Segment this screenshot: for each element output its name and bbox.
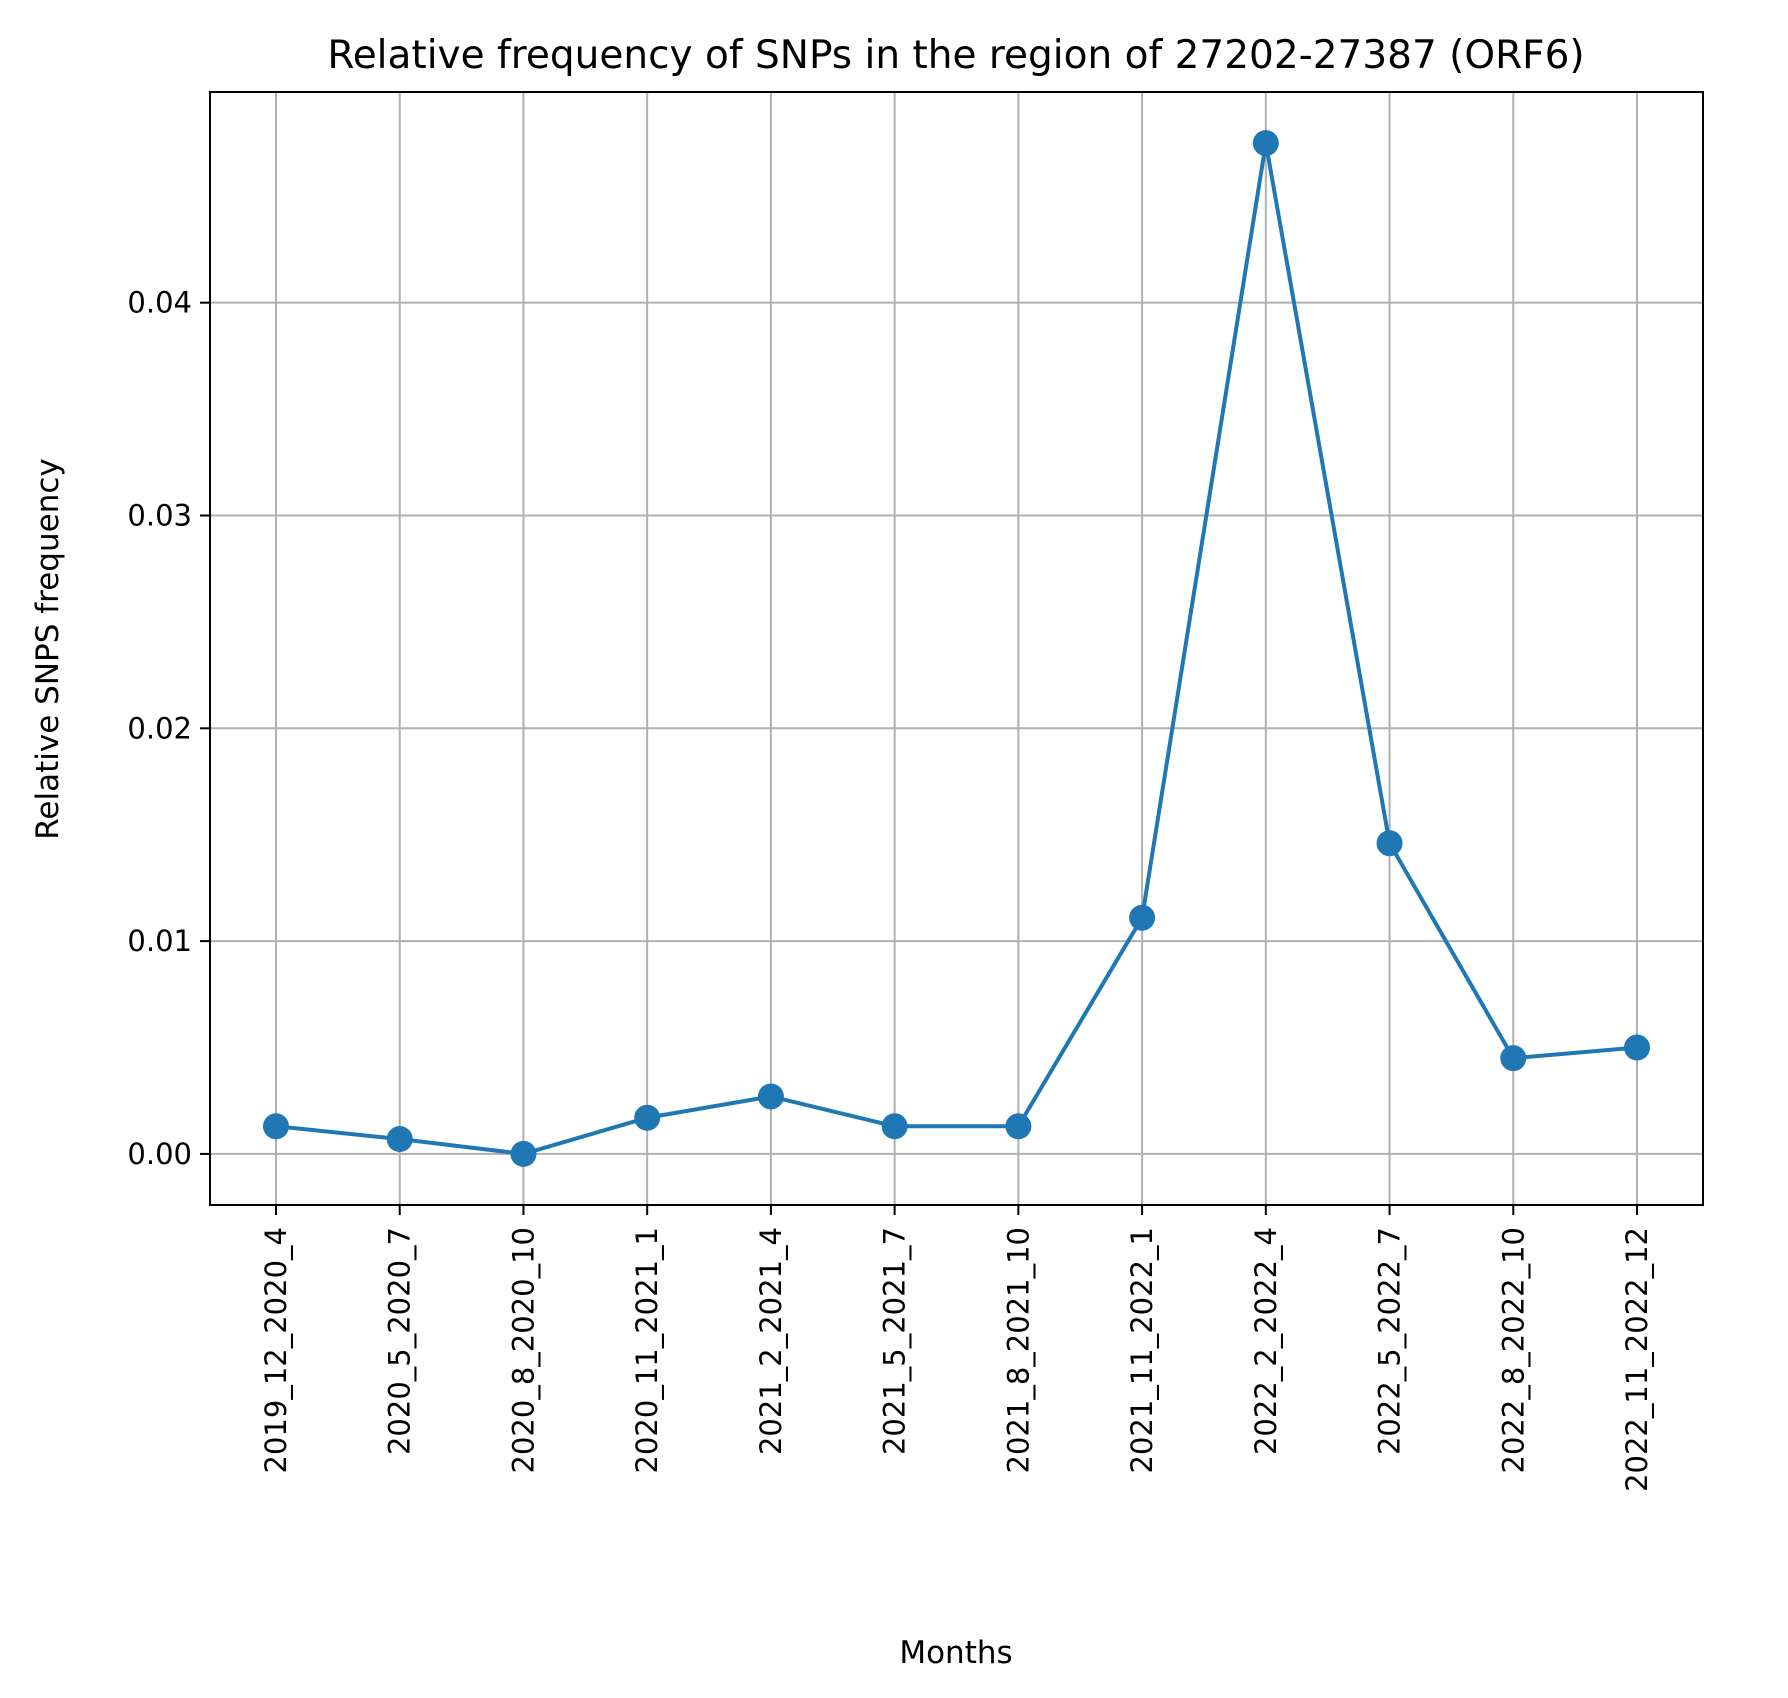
data-point bbox=[1005, 1113, 1032, 1140]
x-tick-label: 2022_5_2022_7 bbox=[1373, 1227, 1407, 1455]
data-point bbox=[1500, 1045, 1527, 1072]
data-point bbox=[510, 1140, 537, 1167]
series-line bbox=[275, 141, 1638, 1156]
y-tick-label: 0.02 bbox=[127, 711, 192, 745]
ticks: 2019_12_2020_4 2020_5_2020_7 2020_8_2020_1… bbox=[127, 286, 1654, 1492]
x-tick-label: 2022_11_2022_12 bbox=[1620, 1227, 1654, 1492]
labels: Relative frequency of SNPs in the region… bbox=[30, 33, 1585, 1671]
y-axis-label: Relative SNPS frequency bbox=[30, 458, 66, 839]
y-tick-label: 0.03 bbox=[127, 498, 192, 532]
x-tick-label: 2021_5_2021_7 bbox=[878, 1227, 912, 1455]
x-tick-label: 2021_11_2022_1 bbox=[1125, 1227, 1159, 1473]
plot-frame bbox=[209, 91, 1704, 1206]
x-tick-label: 2022_2_2022_4 bbox=[1249, 1227, 1283, 1455]
y-tick-label: 0.00 bbox=[127, 1137, 192, 1171]
x-axis-label: Months bbox=[899, 1635, 1012, 1671]
grid bbox=[210, 92, 1703, 1205]
data-point bbox=[757, 1083, 784, 1110]
x-tick-label: 2021_2_2021_4 bbox=[754, 1227, 788, 1455]
x-tick-label: 2020_8_2020_10 bbox=[506, 1227, 540, 1473]
y-tick-label: 0.04 bbox=[127, 286, 192, 320]
data-point bbox=[1624, 1034, 1650, 1061]
data-point bbox=[386, 1126, 413, 1153]
data-point bbox=[634, 1104, 661, 1131]
data-point bbox=[1129, 904, 1156, 931]
chart-title: Relative frequency of SNPs in the region… bbox=[327, 33, 1584, 78]
x-tick-label: 2020_11_2021_1 bbox=[630, 1227, 664, 1473]
data-point bbox=[1376, 830, 1403, 857]
data-point bbox=[1252, 130, 1279, 157]
data-point bbox=[881, 1113, 908, 1140]
series-layer bbox=[263, 130, 1650, 1167]
x-tick-label: 2021_8_2021_10 bbox=[1001, 1227, 1035, 1473]
x-tick-label: 2022_8_2022_10 bbox=[1496, 1227, 1530, 1473]
x-tick-label: 2020_5_2020_7 bbox=[383, 1227, 417, 1455]
data-point bbox=[263, 1113, 289, 1140]
x-tick-label: 2019_12_2020_4 bbox=[259, 1227, 293, 1473]
y-tick-label: 0.01 bbox=[127, 924, 192, 958]
